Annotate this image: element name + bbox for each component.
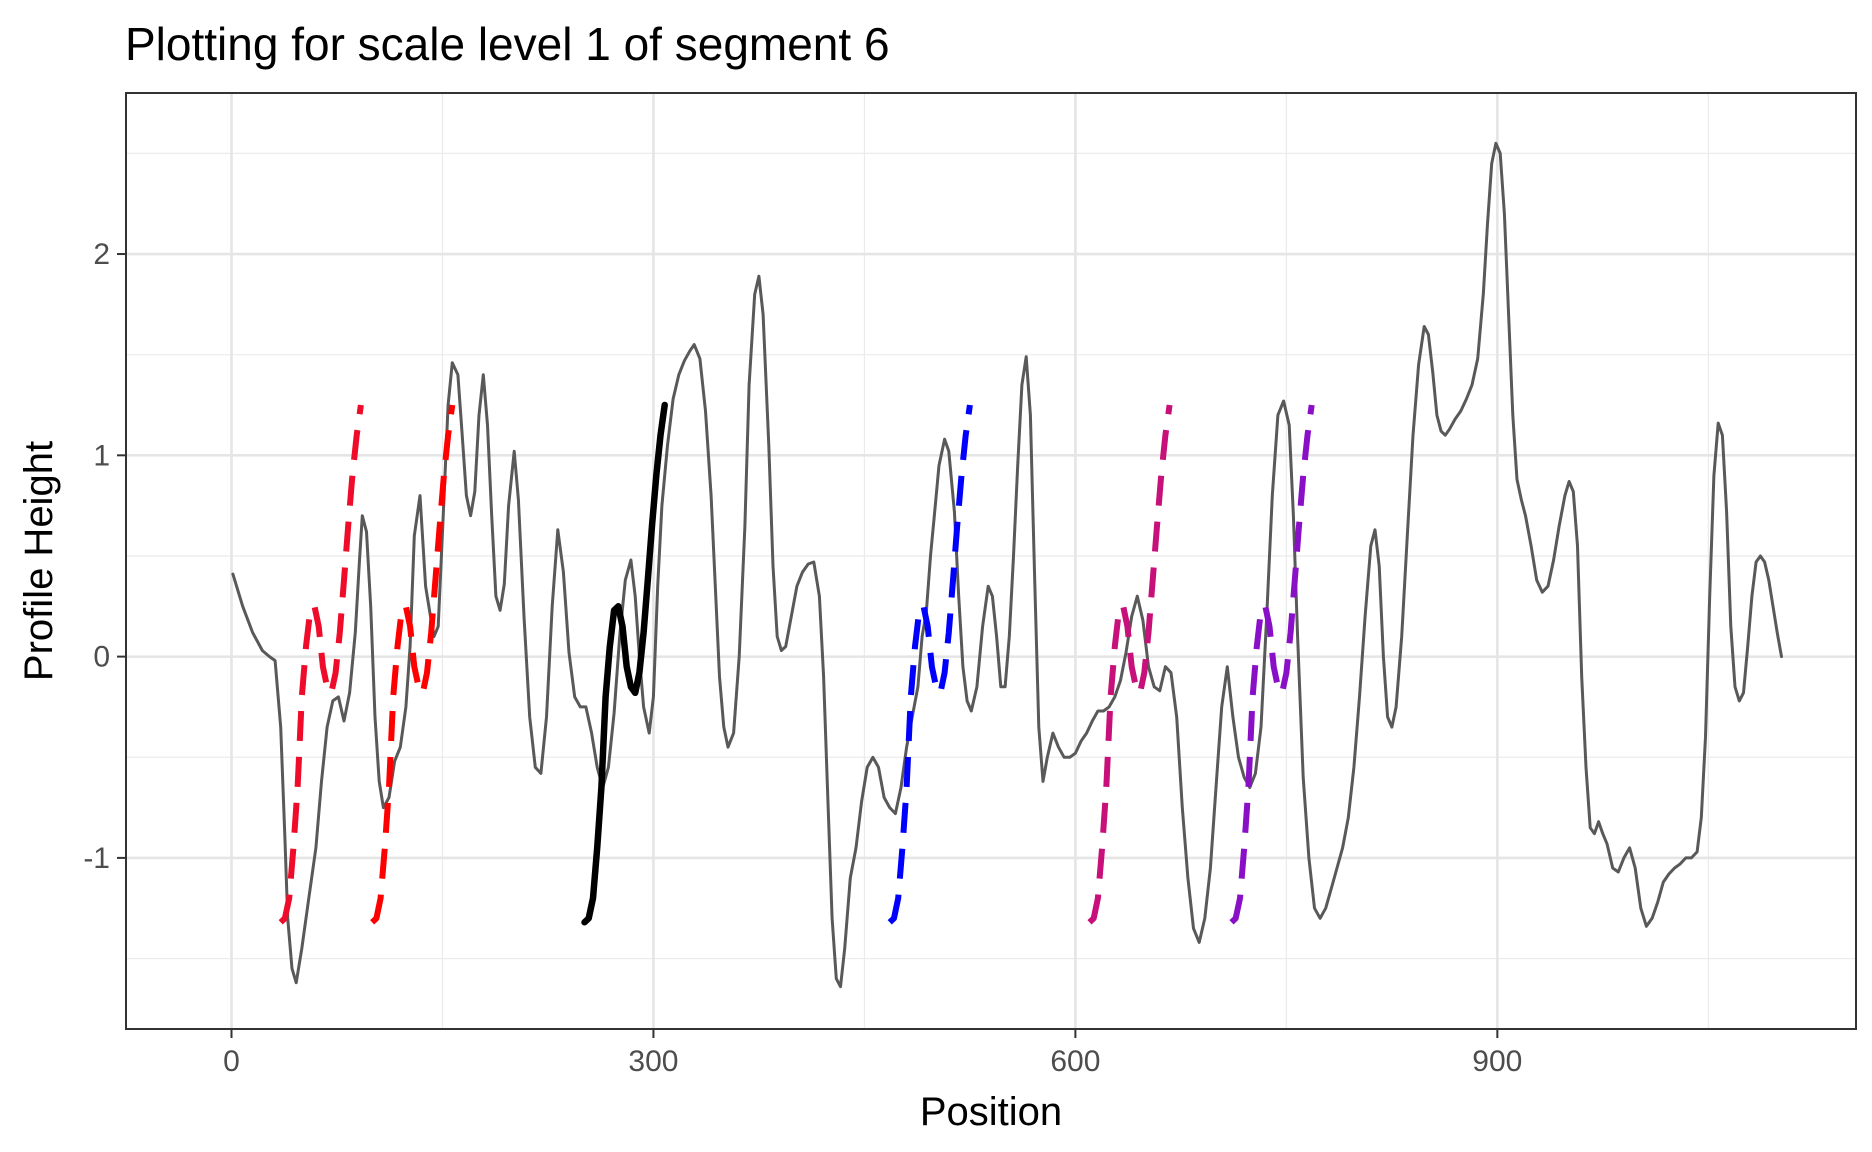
plot-panel [125, 92, 1857, 1030]
y-tick-label: 2 [93, 238, 110, 271]
x-tick-label: 0 [223, 1045, 240, 1078]
y-tick-label: 0 [93, 641, 110, 674]
chart-title: Plotting for scale level 1 of segment 6 [125, 18, 890, 70]
y-tick-label: -1 [83, 842, 110, 875]
series-layer [231, 141, 1783, 989]
plot-background [126, 93, 1856, 1029]
x-tick-label: 900 [1472, 1045, 1522, 1078]
template-line [1229, 404, 1315, 925]
x-axis-title: Position [920, 1090, 1062, 1134]
template-line [278, 404, 364, 925]
grid-lines [126, 93, 1856, 1029]
x-tick-label: 600 [1050, 1045, 1100, 1078]
template-line [370, 404, 456, 925]
x-axis: 0 300 600 900 [223, 1029, 1522, 1078]
y-tick-label: 1 [93, 439, 110, 472]
y-axis-title: Profile Height [17, 441, 61, 681]
template-line [1087, 404, 1173, 925]
y-axis: -1 0 1 2 [83, 238, 126, 875]
x-tick-label: 300 [628, 1045, 678, 1078]
template-line [887, 404, 973, 925]
plot-border [125, 92, 1857, 1030]
profile-line [231, 141, 1783, 989]
highlight-line [581, 401, 668, 926]
